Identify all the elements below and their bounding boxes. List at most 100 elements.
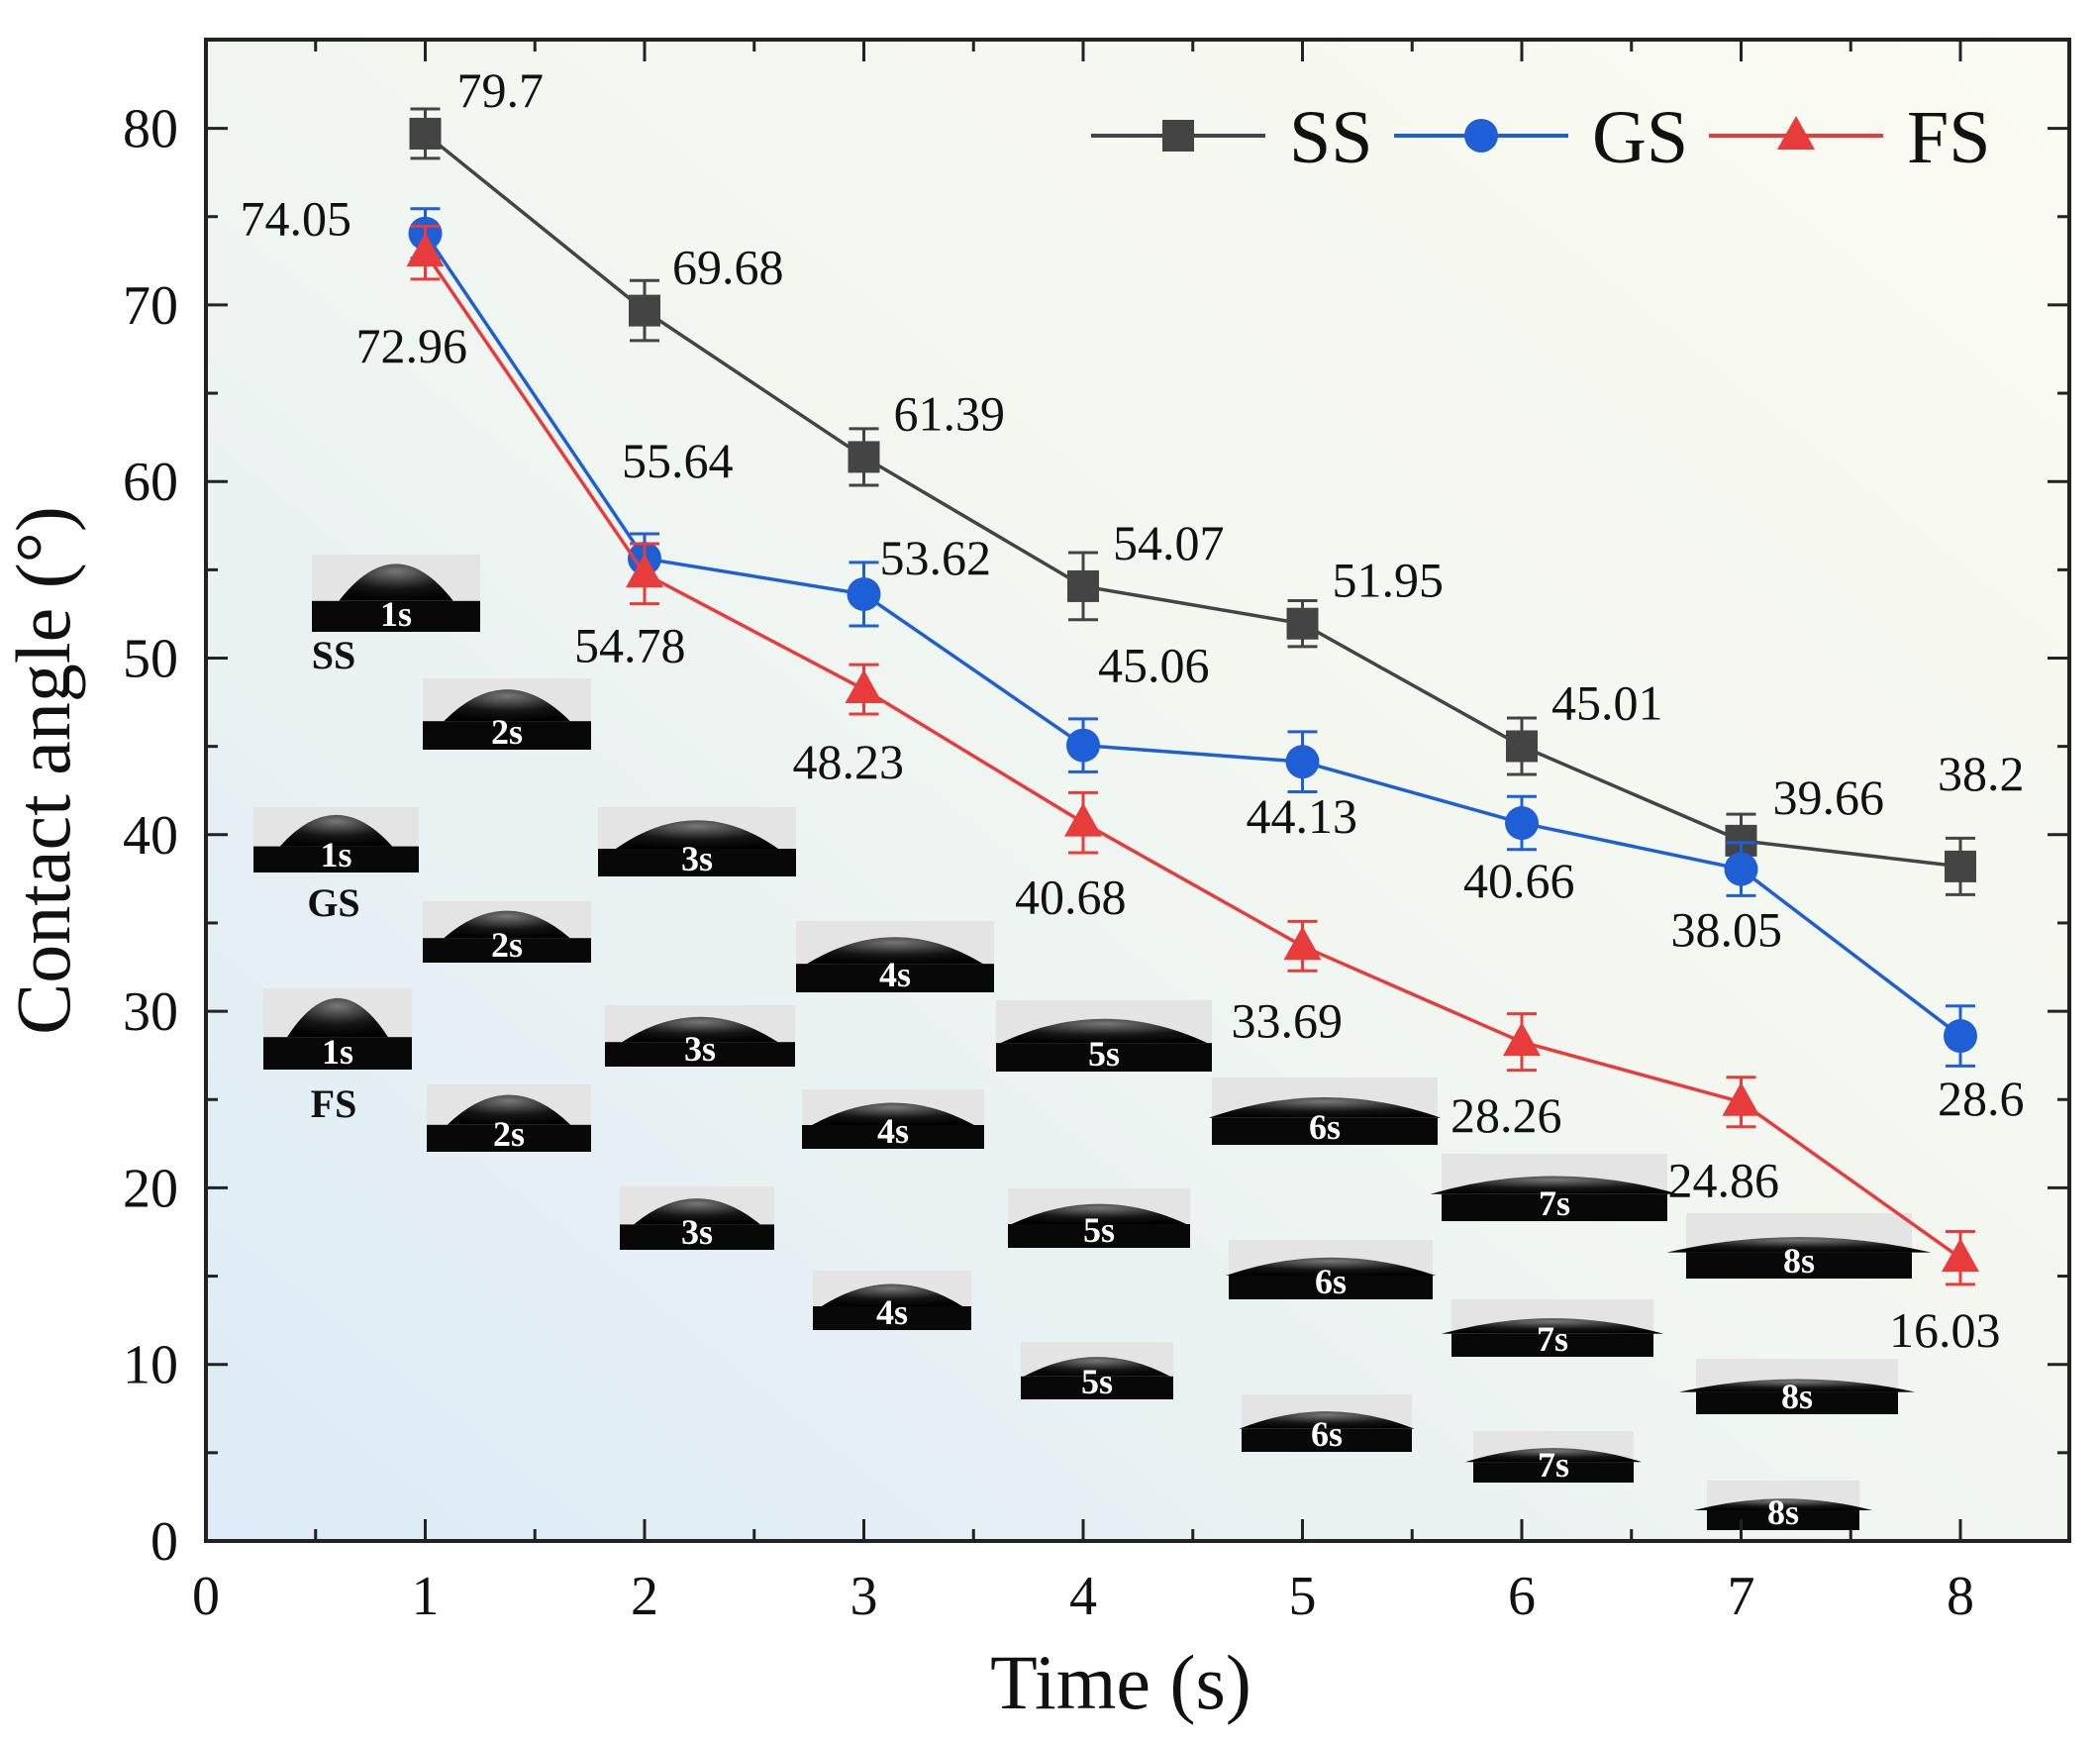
substrate-shape	[1451, 1333, 1653, 1357]
droplet-shape	[1666, 1237, 1932, 1253]
substrate-shape	[1686, 1252, 1912, 1279]
data-point-gs	[1724, 852, 1758, 886]
droplet-image-gs-7s: 7s	[1441, 1299, 1664, 1359]
droplet-image-fs-1s: 1s	[263, 988, 412, 1072]
x-tick-label: 8	[1947, 1566, 1974, 1627]
droplet-image-gs-2s: 2s	[423, 901, 591, 965]
substrate-shape	[620, 1224, 774, 1250]
y-tick-label: 0	[150, 1511, 178, 1573]
y-tick-label: 60	[123, 452, 178, 513]
data-point-fs	[1503, 1022, 1541, 1057]
substrate-shape	[996, 1043, 1212, 1072]
droplet-image-label: 1s	[322, 1032, 353, 1072]
droplet-image-label: 4s	[876, 1292, 908, 1332]
plot-background	[206, 40, 2069, 1541]
droplet-image-fs-8s: 8s	[1693, 1481, 1873, 1532]
data-label-fs: 48.23	[793, 734, 905, 789]
substrate-shape	[1473, 1462, 1634, 1483]
droplet-image-label: 6s	[1309, 1107, 1341, 1147]
droplet-shape	[821, 1284, 963, 1306]
y-tick-label: 80	[123, 99, 178, 160]
data-point-fs	[1283, 926, 1322, 961]
droplet-image-label: 3s	[681, 839, 713, 878]
substrate-shape	[427, 1124, 591, 1152]
droplet-shape	[807, 937, 983, 965]
droplet-image-fs-6s: 6s	[1239, 1394, 1415, 1454]
droplet-image-label: 1s	[320, 835, 351, 874]
droplet-shape	[1441, 1318, 1664, 1334]
y-tick-label: 70	[123, 275, 178, 337]
droplet-image-ss-1s: 1s	[312, 555, 480, 634]
droplet-image-gs-5s: 5s	[1008, 1188, 1190, 1250]
legend-marker-fs	[1777, 116, 1815, 150]
droplet-image-ss-8s: 8s	[1666, 1213, 1932, 1281]
droplet-image-label: 4s	[879, 955, 911, 994]
x-axis-title: Time (s)	[990, 1639, 1251, 1725]
data-label-gs: 55.64	[622, 433, 734, 488]
data-point-ss	[1945, 850, 1976, 882]
droplet-shape	[287, 997, 388, 1038]
data-label-fs: 72.96	[356, 318, 468, 373]
x-tick-label: 5	[1289, 1566, 1317, 1627]
droplet-shape	[812, 1102, 974, 1125]
substrate-shape	[1442, 1193, 1667, 1221]
substrate-shape	[263, 1037, 412, 1070]
substrate-shape	[1229, 1276, 1433, 1299]
y-tick-label: 40	[123, 805, 178, 867]
droplet-image-label: 6s	[1315, 1262, 1347, 1301]
droplet-image-label: 4s	[877, 1111, 909, 1151]
droplet-image-fs-4s: 4s	[813, 1271, 971, 1332]
substrate-shape	[423, 938, 591, 963]
data-point-ss	[1067, 569, 1099, 602]
droplet-image-label: 5s	[1081, 1362, 1113, 1401]
droplet-image-gs-8s: 8s	[1678, 1359, 1916, 1416]
data-label-fs: 28.26	[1450, 1087, 1562, 1143]
droplet-shape	[1430, 1176, 1679, 1194]
substrate-shape	[813, 1306, 971, 1330]
data-label-ss: 61.39	[894, 385, 1006, 441]
data-label-ss: 54.07	[1113, 515, 1225, 570]
data-point-fs	[1722, 1081, 1760, 1116]
droplet-shape	[1024, 1357, 1170, 1377]
droplet-image-label: 8s	[1781, 1377, 1813, 1416]
data-label-gs: 38.05	[1671, 902, 1783, 958]
droplet-image-label: 2s	[491, 925, 523, 965]
substrate-shape	[1008, 1224, 1190, 1248]
substrate-shape	[1242, 1428, 1412, 1452]
droplet-shape	[1239, 1411, 1415, 1429]
data-label-gs: 44.13	[1247, 788, 1358, 844]
substrate-shape	[1707, 1510, 1859, 1530]
droplet-image-gs-4s: 4s	[802, 1089, 984, 1151]
droplet-image-label: 7s	[1537, 1319, 1568, 1359]
data-point-gs	[1505, 806, 1539, 841]
y-axis-title: Contact angle (°)	[0, 506, 86, 1035]
droplet-image-gs-6s: 6s	[1225, 1240, 1437, 1301]
droplet-shape	[1208, 1097, 1442, 1118]
data-label-fs: 40.68	[1015, 870, 1127, 925]
data-point-ss	[1506, 730, 1538, 763]
droplet-image-ss-2s: 2s	[423, 678, 591, 752]
data-label-gs: 28.6	[1938, 1071, 2025, 1126]
series-gs	[408, 207, 1977, 1068]
data-point-gs	[1944, 1019, 1977, 1054]
droplet-shape	[444, 910, 570, 939]
droplet-image-fs-7s: 7s	[1464, 1431, 1643, 1485]
droplet-shape	[1678, 1379, 1916, 1392]
data-label-ss: 45.01	[1551, 674, 1663, 730]
droplet-shape	[339, 564, 453, 601]
droplet-image-label: 3s	[684, 1029, 716, 1069]
x-tick-label: 4	[1069, 1566, 1097, 1627]
x-tick-label: 3	[850, 1566, 878, 1627]
series-ss	[409, 107, 1976, 896]
legend-label-gs: GS	[1592, 96, 1688, 179]
data-point-fs	[406, 233, 445, 267]
plot-frame	[204, 38, 2071, 1543]
y-tick-label: 20	[123, 1158, 178, 1219]
droplet-image-ss-6s: 6s	[1208, 1078, 1442, 1147]
y-tick-label: 10	[123, 1335, 178, 1396]
x-tick-label: 1	[412, 1566, 440, 1627]
data-label-gs: 40.66	[1463, 853, 1575, 908]
legend-label-fs: FS	[1907, 96, 1991, 179]
series-line-fs	[424, 252, 1962, 1260]
droplet-image-ss-7s: 7s	[1430, 1154, 1679, 1223]
